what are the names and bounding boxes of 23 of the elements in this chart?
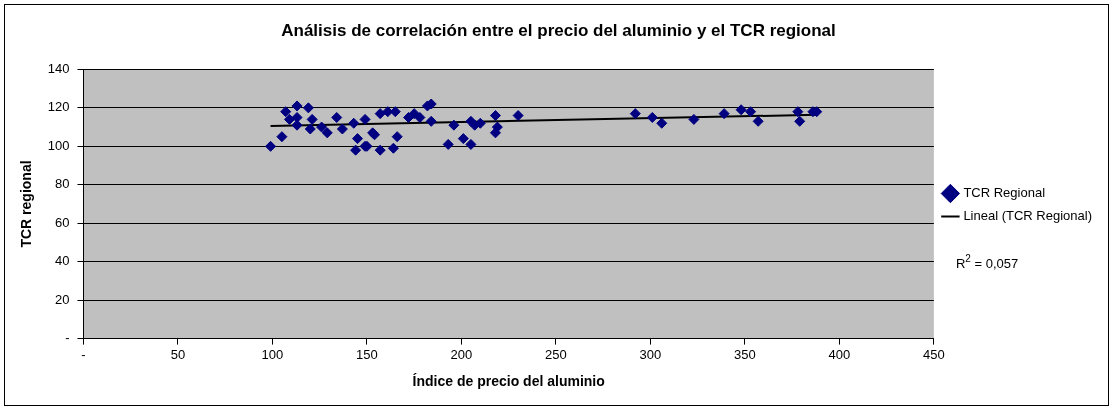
y-tick-label: 100 (47, 137, 70, 153)
x-tick-label: 150 (356, 346, 378, 362)
y-tick-label: 140 (47, 60, 70, 76)
chart-title: Análisis de correlación entre el precio del aluminio y el TCR regional (281, 20, 836, 40)
y-tick-label: 40 (55, 253, 70, 269)
x-tick-label: 200 (450, 346, 473, 362)
y-tick-label: 120 (47, 99, 70, 115)
legend-label: Lineal (TCR Regional) (963, 208, 1093, 224)
x-tick-label: 50 (170, 346, 186, 362)
x-tick-label: 400 (828, 346, 851, 362)
x-tick-label: 100 (261, 346, 284, 362)
y-tick-label: - (65, 330, 70, 346)
x-tick-label: 250 (545, 346, 567, 362)
legend-label: TCR Regional (963, 185, 1046, 201)
x-tick-label: - (81, 346, 86, 362)
x-axis-title: Índice de precio del aluminio (412, 373, 605, 390)
y-axis-title: TCR regional (18, 160, 35, 248)
x-tick-label: 300 (639, 346, 662, 362)
x-tick-label: 350 (734, 346, 756, 362)
y-tick-label: 80 (55, 176, 70, 192)
y-tick-label: 20 (55, 291, 70, 307)
x-tick-label: 450 (923, 346, 945, 362)
y-tick-label: 60 (55, 214, 70, 230)
